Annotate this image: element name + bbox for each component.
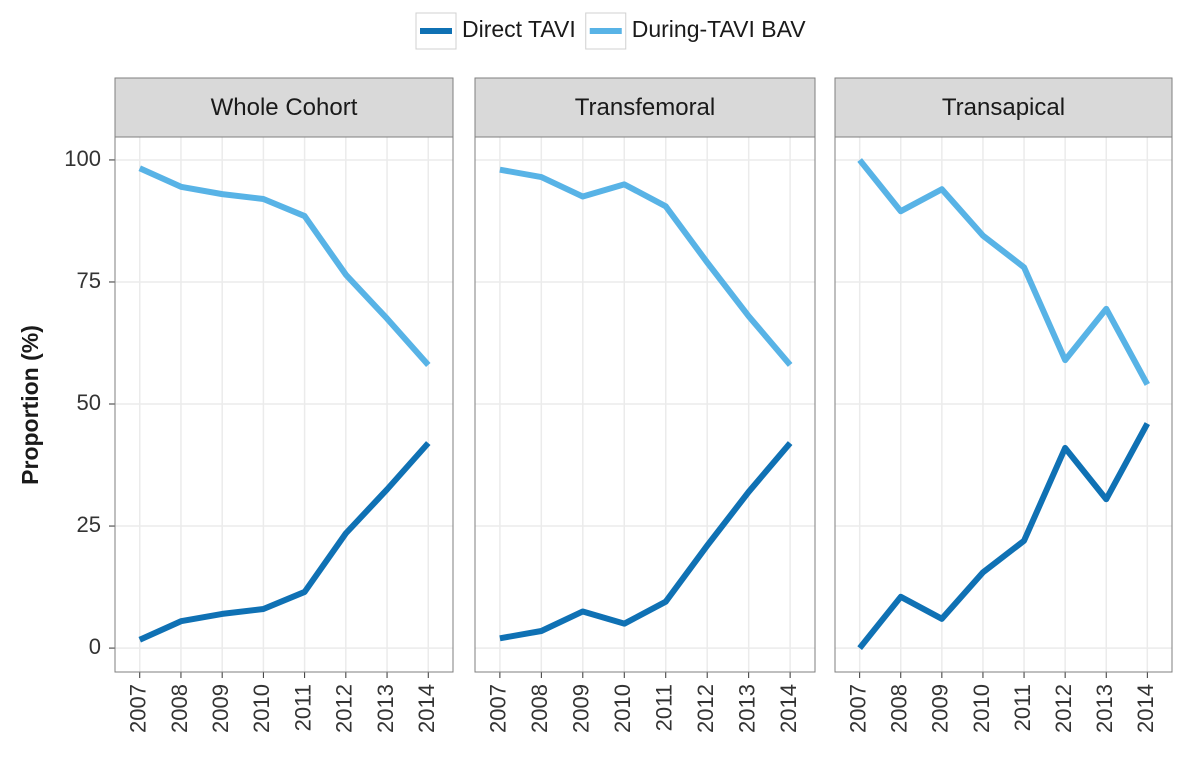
x-tick-label: 2008 <box>527 684 552 733</box>
x-tick-label: 2012 <box>332 684 357 733</box>
x-tick-label: 2010 <box>249 684 274 733</box>
panel-title: Transapical <box>942 94 1065 121</box>
y-tick-label: 0 <box>89 634 101 659</box>
x-tick-label: 2014 <box>414 684 439 733</box>
x-tick-label: 2011 <box>652 684 677 731</box>
y-tick-label: 100 <box>64 146 101 171</box>
x-tick-label: 2011 <box>1010 684 1035 731</box>
series-line <box>499 441 793 642</box>
x-tick-label: 2013 <box>373 684 398 733</box>
x-tick-label: 2009 <box>569 684 594 733</box>
x-tick-label: 2010 <box>969 684 994 733</box>
x-tick-label: 2007 <box>845 684 870 733</box>
x-tick-label: 2012 <box>1051 684 1076 733</box>
series-line <box>857 158 1150 386</box>
x-tick-label: 2013 <box>1092 684 1117 733</box>
legend-label: Direct TAVI <box>462 16 576 42</box>
x-tick-label: 2013 <box>734 684 759 733</box>
series-line <box>138 165 431 367</box>
strip <box>834 77 1173 138</box>
panel-title: Whole Cohort <box>211 94 358 121</box>
x-tick-label: 2008 <box>167 684 192 733</box>
legend: Direct TAVI During-TAVI BAV <box>415 12 806 50</box>
x-tick-label: 2011 <box>290 684 315 731</box>
x-tick-label: 2008 <box>887 684 912 733</box>
legend-label: During-TAVI BAV <box>632 16 806 42</box>
x-tick-label: 2014 <box>1133 684 1158 733</box>
x-tick-label: 2007 <box>486 684 511 733</box>
x-tick-label: 2014 <box>776 684 801 733</box>
panel-title: Transfemoral <box>575 94 715 121</box>
x-tick-label: 2009 <box>208 684 233 733</box>
panel-border <box>474 136 816 673</box>
x-tick-label: 2009 <box>928 684 953 733</box>
series-line <box>499 166 793 367</box>
y-axis-title: Proportion (%) <box>17 325 43 485</box>
panel-border <box>834 136 1173 673</box>
y-tick-label: 25 <box>77 512 101 537</box>
x-tick-label: 2012 <box>693 684 718 733</box>
y-tick-label: 75 <box>77 268 101 293</box>
panel-border <box>114 136 454 673</box>
strip <box>114 77 454 138</box>
strip <box>474 77 816 138</box>
series-line <box>138 441 431 643</box>
y-tick-label: 50 <box>77 390 101 415</box>
x-tick-label: 2010 <box>610 684 635 733</box>
series-line <box>857 422 1150 650</box>
x-tick-label: 2007 <box>126 684 151 733</box>
